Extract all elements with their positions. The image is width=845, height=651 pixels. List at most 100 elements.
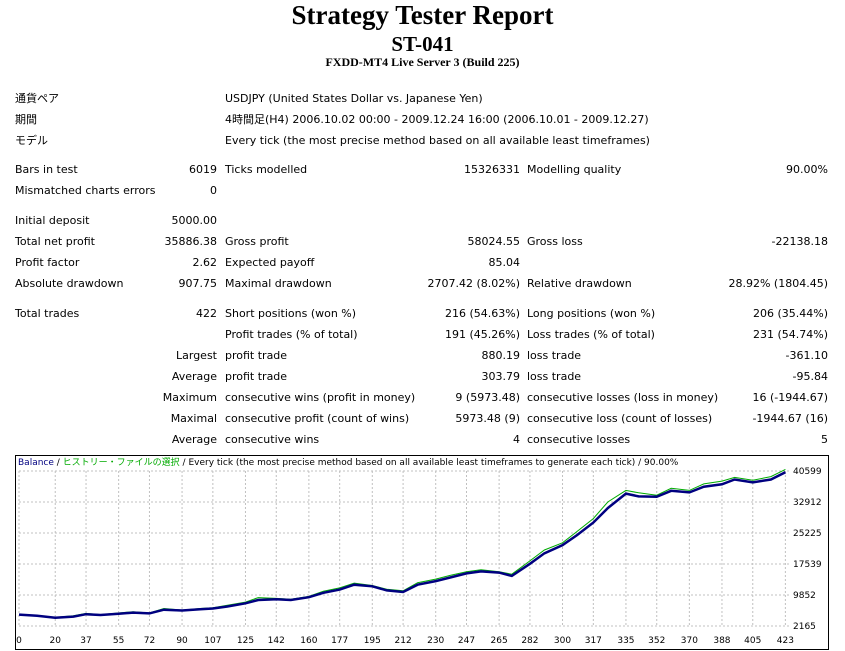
- balance-chart: 40599 32912 25225 17539 9852 2165 0 20 37 55 72 90 1…: [15, 455, 829, 650]
- total-trades-value: 422: [196, 307, 217, 320]
- x-tick-label: 37: [80, 636, 91, 646]
- loss-trades-label: Loss trades (% of total): [527, 328, 655, 341]
- caption-history-file[interactable]: ヒストリー・ファイルの選択: [62, 458, 180, 468]
- x-tick-label: 405: [744, 636, 761, 646]
- caption-model: / Every tick (the most precise method ba…: [179, 458, 679, 468]
- largest-profit-label: profit trade: [225, 349, 288, 362]
- profit-factor-value: 2.62: [192, 256, 218, 269]
- expert-name: ST-041: [391, 32, 454, 56]
- y-tick-label: 9852: [793, 591, 816, 601]
- caption-balance: Balance: [18, 458, 54, 468]
- largest-profit-value: 880.19: [481, 349, 521, 362]
- ticks-label: Ticks modelled: [225, 163, 308, 176]
- avg-consecutive-wins-value: 4: [513, 433, 520, 446]
- x-tick-label: 90: [176, 636, 188, 646]
- avg-consecutive-losses-label: consecutive losses: [527, 433, 631, 446]
- gross-loss-value: -22138.18: [771, 235, 828, 248]
- x-tick-label: 125: [237, 636, 254, 646]
- max-consecutive-losses-value: 16 (-1944.67): [752, 391, 828, 404]
- report-title: Strategy Tester Report: [291, 0, 554, 30]
- largest-label: Largest: [176, 349, 217, 362]
- maximal-drawdown-label: Maximal drawdown: [225, 277, 332, 290]
- x-tick-label: 352: [648, 636, 665, 646]
- x-tick-label: 335: [617, 636, 634, 646]
- average-label: Average: [171, 370, 217, 383]
- x-tick-label: 230: [427, 636, 444, 646]
- x-tick-label: 160: [300, 636, 317, 646]
- avg-consecutive-losses-value: 5: [821, 433, 828, 446]
- deposit-label: Initial deposit: [15, 214, 90, 227]
- absolute-drawdown-value: 907.75: [178, 277, 218, 290]
- x-tick-label: 72: [144, 636, 155, 646]
- x-tick-label: 142: [268, 636, 285, 646]
- y-tick-label: 32912: [793, 498, 822, 508]
- x-tick-label: 370: [681, 636, 698, 646]
- x-tick-label: 247: [458, 636, 475, 646]
- loss-trades-value: 231 (54.74%): [752, 328, 828, 341]
- period-value: 4時間足(H4) 2006.10.02 00:00 - 2009.12.24 1…: [225, 113, 649, 126]
- bars-label: Bars in test: [15, 163, 78, 176]
- average-profit-label: profit trade: [225, 370, 288, 383]
- x-tick-label: 423: [777, 636, 794, 646]
- x-tick-label: 195: [364, 636, 381, 646]
- y-tick-label: 40599: [793, 467, 822, 477]
- gross-profit-value: 58024.55: [467, 235, 521, 248]
- average-consecutive-label: Average: [171, 433, 217, 446]
- max-consecutive-losses-label: consecutive losses (loss in money): [527, 391, 719, 404]
- y-tick-label: 2165: [793, 622, 816, 632]
- x-tick-label: 55: [113, 636, 124, 646]
- largest-loss-value: -361.10: [785, 349, 828, 362]
- period-label: 期間: [15, 113, 37, 126]
- maximal-consecutive-loss-label: consecutive loss (count of losses): [527, 412, 713, 425]
- gross-loss-label: Gross loss: [527, 235, 583, 248]
- x-tick-label: 265: [491, 636, 508, 646]
- chart-caption: Balance / ヒストリー・ファイルの選択 / Every tick (th…: [18, 458, 678, 469]
- model-value: Every tick (the most precise method base…: [225, 134, 650, 147]
- profit-trades-label: Profit trades (% of total): [225, 328, 358, 341]
- short-positions-value: 216 (54.63%): [444, 307, 520, 320]
- x-tick-label: 20: [50, 636, 62, 646]
- total-trades-label: Total trades: [15, 307, 80, 320]
- relative-drawdown-value: 28.92% (1804.45): [728, 277, 828, 290]
- quality-label: Modelling quality: [527, 163, 622, 176]
- x-tick-label: 282: [521, 636, 538, 646]
- x-tick-label: 177: [331, 636, 348, 646]
- mismatch-label: Mismatched charts errors: [15, 184, 156, 197]
- x-tick-label: 300: [554, 636, 571, 646]
- net-profit-value: 35886.38: [164, 235, 218, 248]
- maximum-label: Maximum: [162, 391, 217, 404]
- max-consecutive-wins-value: 9 (5973.48): [455, 391, 520, 404]
- average-profit-value: 303.79: [481, 370, 521, 383]
- caption-separator: /: [53, 458, 63, 468]
- x-tick-label: 107: [204, 636, 221, 646]
- gross-profit-label: Gross profit: [225, 235, 289, 248]
- x-tick-label: 388: [713, 636, 730, 646]
- balance-chart-svg: 40599 32912 25225 17539 9852 2165 0 20 37 55 72 90 1…: [16, 467, 822, 646]
- balance-series-line: [18, 471, 786, 620]
- bars-value: 6019: [189, 163, 217, 176]
- mismatch-value: 0: [210, 184, 217, 197]
- net-profit-label: Total net profit: [15, 235, 95, 248]
- average-loss-value: -95.84: [792, 370, 828, 383]
- long-positions-label: Long positions (won %): [527, 307, 656, 320]
- long-positions-value: 206 (35.44%): [752, 307, 828, 320]
- largest-loss-label: loss trade: [527, 349, 582, 362]
- model-label: モデル: [15, 134, 48, 147]
- ticks-value: 15326331: [464, 163, 520, 176]
- x-tick-label: 0: [16, 636, 22, 646]
- server-name: FXDD-MT4 Live Server 3 (Build 225): [325, 55, 520, 69]
- average-loss-label: loss trade: [527, 370, 582, 383]
- x-tick-label: 212: [395, 636, 412, 646]
- short-positions-label: Short positions (won %): [225, 307, 357, 320]
- x-tick-label: 317: [585, 636, 602, 646]
- deposit-value: 5000.00: [171, 214, 218, 227]
- quality-value: 90.00%: [786, 163, 828, 176]
- maximal-consecutive-profit-label: consecutive profit (count of wins): [225, 412, 410, 425]
- expected-payoff-value: 85.04: [488, 256, 521, 269]
- absolute-drawdown-label: Absolute drawdown: [15, 277, 124, 290]
- maximal-consecutive-profit-value: 5973.48 (9): [455, 412, 520, 425]
- avg-consecutive-wins-label: consecutive wins: [225, 433, 320, 446]
- symbol-value: USDJPY (United States Dollar vs. Japanes…: [225, 92, 483, 105]
- max-consecutive-wins-label: consecutive wins (profit in money): [225, 391, 416, 404]
- profit-trades-value: 191 (45.26%): [444, 328, 520, 341]
